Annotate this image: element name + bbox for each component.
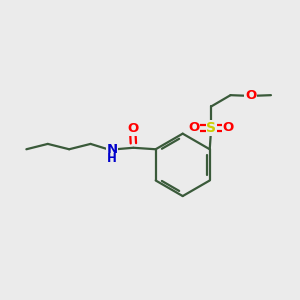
Text: S: S bbox=[206, 121, 216, 135]
Text: O: O bbox=[245, 89, 256, 102]
Text: O: O bbox=[127, 122, 138, 135]
Text: H: H bbox=[107, 152, 117, 165]
Text: N: N bbox=[106, 143, 118, 156]
Text: O: O bbox=[223, 122, 234, 134]
Text: O: O bbox=[188, 122, 200, 134]
